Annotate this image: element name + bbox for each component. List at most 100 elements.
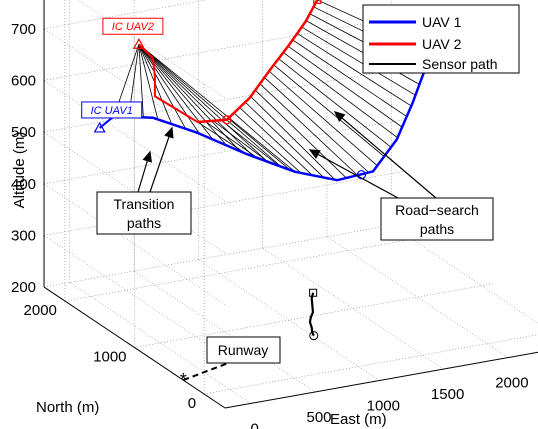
legend-label-sensor: Sensor path [422,56,498,72]
z-gridline-back [43,67,405,133]
y-tick-label: 1000 [93,349,126,366]
z-gridline-side [43,183,226,305]
road-search-line [205,121,258,159]
transition-path-line [138,43,282,168]
annotation-arrows [137,111,437,199]
transition-path-line [138,44,200,134]
series-line-2 [197,0,319,124]
x-gridline-floor [133,270,316,393]
legend: UAV 1 UAV 2 Sensor path [362,4,520,74]
annotation-transition-line1: Transition [114,196,175,212]
transition-path-line [138,43,296,173]
road-search-line [227,118,291,171]
uav2-transition-segment [138,43,154,59]
z-gridline-side [43,80,226,202]
x-axis-label: East (m) [330,411,387,428]
arrow-transition-1-head [164,126,174,139]
road-search-line [268,70,378,166]
road-search-line [197,121,247,155]
marker-label-box [81,101,143,119]
road-search-line [301,26,416,96]
x-tick-label: 1500 [431,386,464,403]
road-search-line [244,101,325,178]
road-search-line [264,77,370,173]
road-search-line [220,119,280,167]
marker-square [313,0,322,5]
road-search-line [212,120,269,163]
y-gridline-floor [64,236,426,302]
x-tick-label: 0 [251,420,259,429]
transition-path-line [138,43,268,162]
z-gridline-side [43,28,226,150]
legend-label-uav2: UAV 2 [422,36,462,52]
arrow-road-2 [334,111,437,199]
road-search-line [278,58,392,148]
z-gridline-side [77,0,226,99]
road-search-line [273,64,385,157]
road-search-line [254,89,347,179]
z-tick-label: 200 [11,279,36,296]
road-search-line [259,83,358,176]
y-tick-label: 0 [188,395,196,412]
marker-label-box [102,17,164,35]
x-tick-label: 2000 [495,375,528,392]
legend-label-uav1: UAV 1 [422,14,462,30]
runway-line [182,361,231,382]
sensor-end-marker [309,288,318,297]
arrow-road-1-head [308,149,321,159]
road-search-line [239,107,313,176]
marker-triangle [132,38,145,49]
z-gridline-side [43,235,226,357]
z-gridline-back [43,119,405,185]
road-search-line [287,45,403,128]
z-tick-label: 500 [11,124,36,141]
x-gridline-floor [391,225,538,324]
arrow-road-1 [309,149,399,199]
annotation-runway: Runway [206,336,281,364]
runway-end-marker: * [180,370,187,390]
x-gridline-floor [69,282,251,404]
y-gridline-floor [204,334,538,395]
x-axis-line [224,351,538,409]
annotation-road-line2: paths [420,221,454,237]
x-tick-label: 500 [307,409,332,426]
annotation-road-line1: Road−search [395,202,479,218]
y-axis-label: North (m) [36,399,99,416]
road-search-line [233,112,302,174]
arrow-road-2-head [333,111,346,122]
z-tick-label: 700 [11,21,36,38]
marker-triangle [93,121,106,133]
marker-label: IC UAV2 [112,21,154,33]
y-gridline-floor [134,283,495,348]
annotation-transition: Transition paths [96,191,192,235]
annotation-transition-line2: paths [127,215,161,231]
z-tick-label: 300 [11,227,36,244]
z-gridline-back [43,16,405,81]
arrow-transition-1 [149,127,173,193]
sensor-path-line [308,292,315,337]
z-axis-label: Altitude (m) [11,132,28,209]
marker-label: IC UAV1 [91,105,133,117]
marker-circle [222,115,232,125]
road-search-line [292,39,407,117]
uav2-transition-curve [151,58,199,123]
arrow-transition-2-head [142,150,152,163]
z-gridline-back [43,222,405,288]
annotation-road-search: Road−search paths [380,197,494,241]
annotation-runway-text: Runway [218,342,269,358]
road-search-line [296,33,412,107]
road-search-line [250,96,336,181]
transition-path-line [138,43,254,157]
z-tick-label: 400 [11,176,36,193]
road-search-line [283,52,398,139]
transition-path-line [138,44,159,120]
transition-path-line [138,44,144,118]
series-line-1 [113,51,434,182]
z-tick-label: 600 [11,72,36,89]
sensor-start-marker [309,331,319,341]
transition-path-line [138,44,187,129]
x-tick-label: 1000 [367,398,400,415]
transition-path-line [138,43,241,152]
x-gridline-floor [326,236,509,358]
